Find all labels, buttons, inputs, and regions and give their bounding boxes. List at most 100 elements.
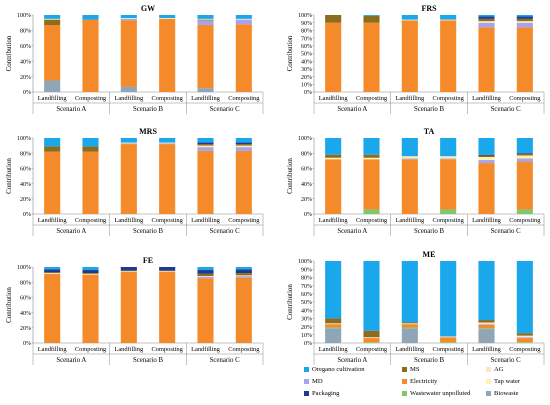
bar-segment	[516, 153, 533, 154]
bar-segment	[401, 15, 418, 20]
y-tick-label: 100%	[17, 13, 31, 19]
bar-segment	[401, 327, 418, 329]
legend-swatch	[304, 366, 309, 372]
bar-segment	[325, 261, 342, 319]
bar-segment	[440, 19, 457, 21]
bar-segment	[44, 25, 61, 81]
bar-segment	[401, 323, 418, 325]
bar-segment	[478, 324, 495, 329]
bar-segment	[235, 147, 252, 151]
bar-segment	[44, 269, 61, 273]
bar-segment	[235, 276, 252, 278]
bar-segment	[44, 267, 61, 270]
bar-segment	[478, 16, 495, 19]
bar-segment	[197, 150, 214, 214]
x-tick-label: Landfilling	[472, 95, 502, 102]
x-tick-label: Composting	[356, 346, 388, 353]
y-tick-label: 60%	[301, 167, 312, 173]
group-label: Scenario A	[337, 106, 367, 113]
bar-segment	[325, 154, 342, 158]
bar-segment	[478, 15, 495, 17]
y-tick-label: 80%	[20, 29, 31, 35]
x-tick-label: Landfilling	[38, 95, 68, 102]
legend-item: MD	[304, 378, 323, 385]
x-tick-label: Landfilling	[395, 346, 425, 353]
y-tick-label: 100%	[298, 259, 312, 265]
bar-segment	[401, 156, 418, 159]
y-tick-label: 40%	[20, 182, 31, 188]
legend-item: Tap water	[486, 378, 520, 385]
bar-segment	[235, 19, 252, 25]
bar-segment	[478, 155, 495, 157]
bar-segment	[401, 20, 418, 92]
y-tick-label: 10%	[301, 83, 312, 89]
bar-segment	[478, 322, 495, 325]
x-tick-label: Landfilling	[319, 95, 349, 102]
bar-segment	[82, 273, 99, 274]
y-tick-label: 40%	[20, 311, 31, 317]
bar-segment	[516, 261, 533, 334]
chart-title: GW	[141, 4, 155, 13]
legend-swatch	[486, 366, 491, 372]
y-tick-label: 70%	[301, 36, 312, 42]
bar-segment	[478, 154, 495, 156]
bar-segment	[159, 143, 176, 145]
x-tick-label: Composting	[509, 217, 541, 224]
bar-segment	[235, 144, 252, 146]
chart-mrs: MRS Contribution 0% 20% 40% 60% 80% 100% Landfil…	[5, 127, 264, 236]
bar-segment	[363, 157, 380, 160]
bar-segment	[516, 335, 533, 338]
group-label: Scenario A	[56, 106, 86, 113]
bar-segment	[159, 18, 176, 93]
x-tick-label: Landfilling	[191, 346, 221, 353]
legend-item: MS	[402, 366, 420, 373]
bar-segment	[478, 163, 495, 214]
y-tick-label: 0%	[23, 212, 31, 218]
y-tick-label: 80%	[301, 276, 312, 282]
bar-segment	[120, 267, 137, 271]
bar-segment	[120, 271, 137, 343]
bar-segment	[478, 18, 495, 22]
x-tick-label: Composting	[75, 346, 107, 353]
bar-segment	[363, 159, 380, 210]
x-tick-label: Composting	[228, 95, 260, 102]
bar-segment	[82, 274, 99, 343]
bar-segment	[159, 267, 176, 271]
bar-segment	[478, 138, 495, 155]
x-tick-label: Landfilling	[319, 217, 349, 224]
bar-segment	[363, 154, 380, 158]
bar-segment	[82, 267, 99, 271]
y-tick-label: 40%	[301, 59, 312, 65]
group-label: Scenario C	[210, 357, 240, 364]
x-tick-label: Landfilling	[472, 346, 502, 353]
y-tick-label: 80%	[301, 29, 312, 35]
group-label: Scenario C	[210, 228, 240, 235]
group-label: Scenario B	[414, 357, 444, 364]
x-tick-label: Composting	[509, 95, 541, 102]
bar-segment	[82, 138, 99, 147]
bar-segment	[82, 146, 99, 152]
bar-segment	[235, 269, 252, 274]
group-label: Scenario A	[337, 228, 367, 235]
group-label: Scenario B	[133, 357, 163, 364]
bar-segment	[440, 337, 457, 343]
chart-frs: FRS Contribution 0%10% 20% 30% 40%50% 60% 70%80…	[286, 4, 545, 114]
y-tick-label: 0%	[23, 341, 31, 347]
bar-segment	[516, 138, 533, 154]
bar-segment	[120, 20, 137, 87]
y-tick-label: 80%	[20, 280, 31, 286]
chart-me: ME Contribution 0% 10% 20% 30% 40% 50% 60% 70% 80%…	[286, 250, 545, 365]
y-tick-label: 20%	[20, 75, 31, 81]
bar-segment	[478, 22, 495, 28]
legend-label: Biowaste	[494, 390, 519, 397]
y-tick-label: 90%	[301, 21, 312, 27]
x-tick-label: Composting	[509, 346, 541, 353]
legend-swatch	[402, 366, 407, 372]
bar-segment	[159, 18, 176, 19]
y-tick-label: 100%	[17, 265, 31, 271]
legend-item: Biowaste	[486, 390, 519, 397]
bar-segment	[44, 146, 61, 152]
bar-segment	[120, 15, 137, 19]
y-axis-label: Contribution	[5, 158, 13, 194]
y-tick-label: 90%	[301, 267, 312, 273]
